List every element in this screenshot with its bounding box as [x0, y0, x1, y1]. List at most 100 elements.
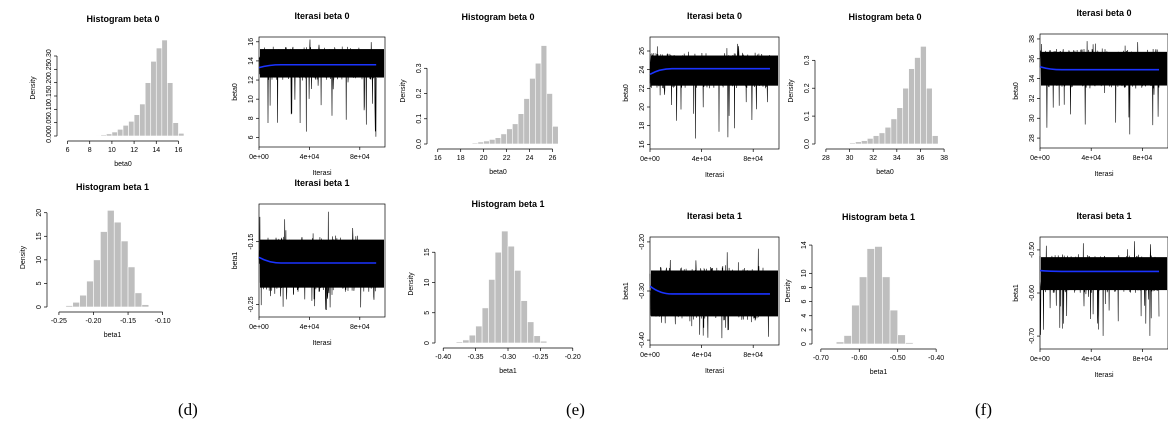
- histogram-bar: [514, 270, 522, 344]
- histogram-bar: [172, 122, 179, 137]
- y-tick-label: 4: [801, 314, 808, 318]
- histogram-bar: [835, 341, 845, 345]
- histogram-bar: [488, 279, 496, 344]
- histogram-bar: [884, 126, 892, 145]
- y-axis-label: beta0: [1013, 82, 1020, 100]
- y-tick-label: 8: [801, 285, 808, 289]
- x-tick-label: -0.40: [928, 355, 944, 362]
- panel-label-f: (f): [975, 400, 992, 419]
- histogram-bar: [483, 140, 490, 145]
- x-tick-label: 8e+04: [1133, 356, 1153, 363]
- y-tick-label: 18: [639, 122, 646, 130]
- y-tick-label: 36: [1029, 55, 1036, 63]
- running-mean-line: [1039, 269, 1160, 273]
- histogram-bar: [866, 138, 874, 145]
- histogram-bar: [133, 114, 140, 137]
- y-axis-label: Density: [30, 76, 37, 100]
- y-axis-label: beta0: [232, 83, 239, 101]
- x-tick-label: 28: [822, 155, 830, 162]
- histogram-bar: [127, 266, 136, 308]
- x-axis-label: beta1: [104, 332, 122, 339]
- histogram-bar: [546, 93, 553, 145]
- histogram-bar: [500, 133, 507, 145]
- chart-e-1: Iterasi beta 0 0e+00 4e+04 8e+04 16 18 20 22 24 2…: [623, 11, 780, 179]
- y-tick-label: 20: [36, 209, 43, 217]
- trace-line: [258, 211, 377, 311]
- histogram-bar: [523, 98, 530, 145]
- trace-line: [1039, 241, 1160, 336]
- histogram-bar: [897, 334, 906, 345]
- y-tick-label: 0.05: [46, 116, 53, 130]
- histogram-bar: [494, 251, 502, 344]
- y-tick-label: 16: [248, 38, 255, 46]
- y-tick-label: 0.30: [46, 49, 53, 63]
- chart-d-2: Histogram beta 1 -0.25 -0.20 -0.15 -0.10 0 5 10…: [20, 182, 171, 339]
- histogram-bar: [100, 231, 108, 308]
- histogram-bar: [851, 304, 860, 345]
- histogram-bar: [920, 46, 927, 145]
- histogram-bar: [72, 301, 80, 308]
- running-mean-line: [649, 67, 770, 76]
- chart-title: Iterasi beta 0: [687, 11, 742, 21]
- histogram-bar: [882, 276, 891, 345]
- plot-frame: [649, 36, 780, 150]
- x-tick-label: 30: [846, 155, 854, 162]
- y-axis-label: beta0: [623, 84, 630, 102]
- y-tick-label: 0.00: [46, 129, 53, 143]
- chart-title: Iterasi beta 1: [294, 178, 349, 188]
- histogram-bar: [535, 62, 542, 145]
- chart-d-0: Histogram beta 06 8 10 12 14 160.000.050.100.…: [30, 14, 185, 168]
- histogram-bar: [902, 87, 909, 145]
- histogram-bar: [468, 334, 476, 344]
- x-tick-label: 0e+00: [1030, 356, 1050, 363]
- chart-d-3: Iterasi beta 1 0e+00 4e+04 8e+04 -0.25 -0.15 I…: [232, 178, 386, 347]
- y-tick-label: 0.1: [416, 114, 423, 124]
- y-tick-label: 28: [1029, 134, 1036, 142]
- histogram-bar: [540, 45, 548, 145]
- histogram-bar: [896, 107, 904, 145]
- histogram-bar: [849, 142, 856, 145]
- y-tick-label: 5: [36, 281, 43, 285]
- histogram-bar: [878, 132, 886, 145]
- histogram-bar: [477, 141, 484, 145]
- y-tick-label: 10: [424, 278, 431, 286]
- y-tick-label: 10: [801, 269, 808, 277]
- histogram-bar: [161, 39, 168, 137]
- histogram-bar: [65, 305, 74, 308]
- histogram-bar: [107, 210, 115, 308]
- histogram-bar: [489, 139, 496, 145]
- x-tick-label: 4e+04: [692, 156, 712, 163]
- y-axis-label: beta1: [1013, 284, 1020, 302]
- histogram-bar: [908, 68, 915, 145]
- x-tick-label: -0.35: [468, 354, 484, 361]
- x-tick-label: -0.10: [155, 318, 171, 325]
- histogram-bar: [905, 342, 914, 345]
- y-tick-label: 0.25: [46, 62, 53, 76]
- plot-frame: [1039, 33, 1168, 149]
- y-tick-label: 10: [36, 256, 43, 264]
- running-mean-line: [258, 256, 377, 264]
- x-axis-label: Iterasi: [312, 170, 332, 177]
- histogram-bar: [481, 307, 489, 344]
- histogram-bar: [79, 294, 87, 308]
- y-tick-label: 0: [801, 342, 808, 346]
- histogram-bar: [93, 259, 101, 308]
- x-tick-label: 4e+04: [300, 154, 320, 161]
- x-tick-label: 8e+04: [1133, 155, 1153, 162]
- histogram-bar: [100, 134, 107, 137]
- x-tick-label: 34: [893, 155, 901, 162]
- y-tick-label: 0.15: [46, 89, 53, 103]
- y-axis-label: Density: [408, 272, 415, 296]
- chart-title: Iterasi beta 1: [1076, 211, 1131, 221]
- histogram-bar: [858, 276, 868, 345]
- y-tick-label: 0.1: [804, 111, 811, 121]
- y-tick-label: 0.10: [46, 102, 53, 116]
- running-mean-line: [258, 63, 377, 69]
- histogram-bar: [134, 292, 143, 308]
- chart-title: Histogram beta 0: [86, 14, 159, 24]
- chart-title: Histogram beta 1: [471, 199, 544, 209]
- histogram-bar: [122, 125, 129, 137]
- trace-line: [1039, 41, 1160, 135]
